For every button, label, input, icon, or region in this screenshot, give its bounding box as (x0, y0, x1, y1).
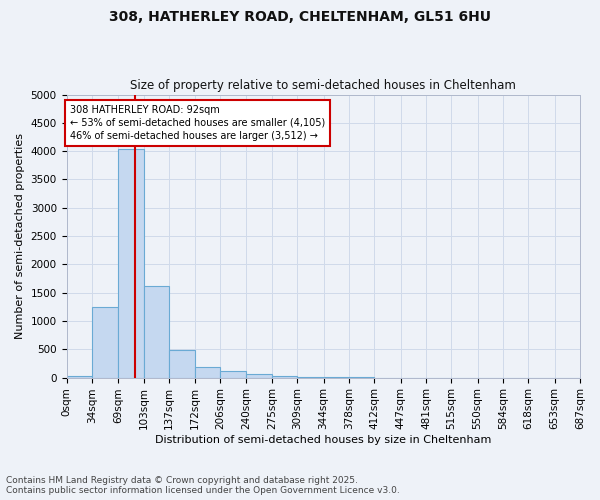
Bar (246, 374, 272, 378)
Bar (169, 350, 195, 378)
Bar (272, 376, 298, 378)
Text: 308 HATHERLEY ROAD: 92sqm
← 53% of semi-detached houses are smaller (4,105)
46% : 308 HATHERLEY ROAD: 92sqm ← 53% of semi-… (70, 104, 325, 141)
X-axis label: Distribution of semi-detached houses by size in Cheltenham: Distribution of semi-detached houses by … (155, 435, 491, 445)
Bar (298, 377, 323, 378)
Text: 308, HATHERLEY ROAD, CHELTENHAM, GL51 6HU: 308, HATHERLEY ROAD, CHELTENHAM, GL51 6H… (109, 10, 491, 24)
Bar (67, 376, 92, 378)
Bar (220, 372, 246, 378)
Text: Contains HM Land Registry data © Crown copyright and database right 2025.
Contai: Contains HM Land Registry data © Crown c… (6, 476, 400, 495)
Bar (143, 286, 169, 378)
Title: Size of property relative to semi-detached houses in Cheltenham: Size of property relative to semi-detach… (130, 79, 516, 92)
Bar (195, 366, 220, 378)
Bar (92, 308, 118, 378)
Y-axis label: Number of semi-detached properties: Number of semi-detached properties (15, 133, 25, 339)
Bar (118, 150, 143, 378)
